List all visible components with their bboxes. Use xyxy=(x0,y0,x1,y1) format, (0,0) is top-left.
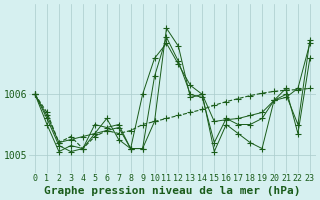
X-axis label: Graphe pression niveau de la mer (hPa): Graphe pression niveau de la mer (hPa) xyxy=(44,186,301,196)
